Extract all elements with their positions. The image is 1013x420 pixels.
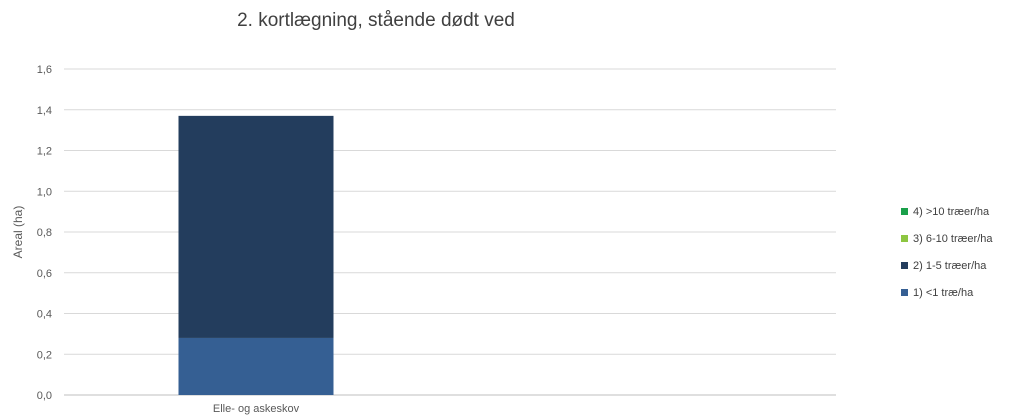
y-tick-label: 0,6 [37,268,52,280]
y-tick-label: 0,4 [37,309,52,321]
y-tick-label: 0,2 [37,349,52,361]
y-axis-label: Areal (ha) [11,206,25,259]
y-tick-label: 1,4 [37,105,52,117]
bar-segment-series-2 [178,115,334,338]
legend-swatch [901,262,908,269]
legend-swatch [901,208,908,215]
category-label: Elle- og askeskov [213,403,300,415]
y-tick-label: 1,0 [37,186,52,198]
y-tick-label: 1,2 [37,146,52,158]
chart-title: 2. kortlægning, stående dødt ved [237,10,515,31]
y-tick-label: 0,8 [37,227,52,239]
legend: 4) >10 træer/ha 3) 6-10 træer/ha 2) 1-5 tr… [901,206,993,299]
legend-label: 2) 1-5 træer/ha [913,260,987,272]
category-labels: Elle- og askeskov [213,403,300,415]
legend-label: 3) 6-10 træer/ha [913,233,993,245]
y-tick-label: 1,6 [37,64,52,76]
legend-swatch [901,289,908,296]
y-tick-label: 0,0 [37,390,52,402]
legend-swatch [901,235,908,242]
legend-label: 1) <1 træ/ha [913,287,974,299]
bar-segment-series-1 [178,337,334,395]
bars [178,115,334,395]
legend-label: 4) >10 træer/ha [913,206,990,218]
y-tick-labels: 0,0 0,2 0,4 0,6 0,8 1,0 1,2 1,4 1,6 [37,64,52,402]
